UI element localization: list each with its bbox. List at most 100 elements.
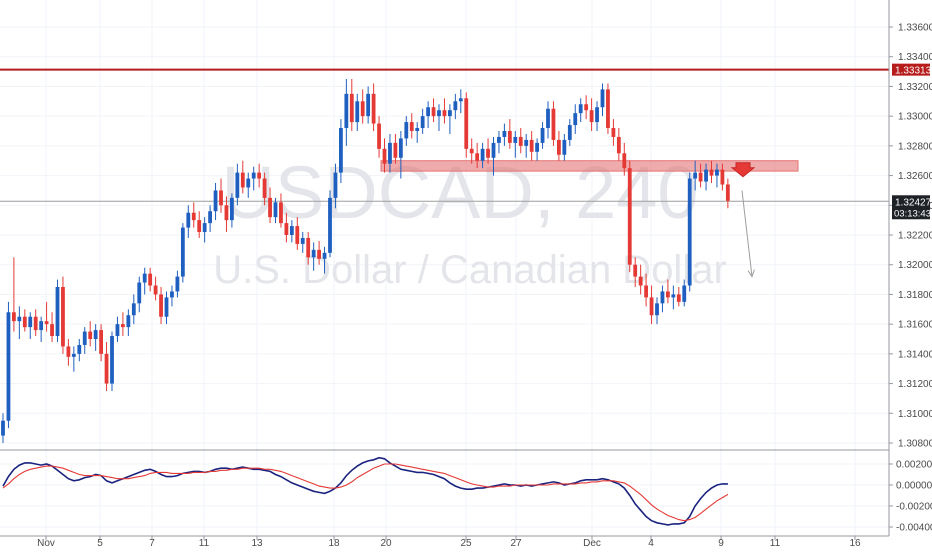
candle-body (77, 344, 82, 354)
candle-body (567, 125, 572, 140)
candle-body (186, 212, 191, 228)
candle (513, 131, 518, 158)
time-tick-label: 9 (718, 538, 724, 549)
candle-body (535, 142, 539, 152)
candle (420, 108, 425, 134)
candle (616, 128, 621, 161)
candle-body (442, 110, 447, 117)
candle (328, 190, 332, 258)
candle-body (660, 291, 665, 304)
candle (578, 98, 583, 123)
candle (126, 309, 131, 337)
price-tick-label: 1.31000 (898, 409, 932, 420)
candle-body (289, 226, 294, 235)
candle-body (540, 128, 545, 143)
candle-body (693, 172, 698, 179)
candle (219, 178, 223, 213)
candle-body (50, 324, 54, 337)
candle (306, 232, 311, 265)
candle (197, 211, 202, 238)
candle (546, 101, 550, 139)
candle-body (475, 153, 480, 161)
candle-body (224, 205, 229, 221)
candle (709, 160, 714, 183)
candle-body (709, 169, 714, 176)
candle-body (518, 136, 523, 146)
candle (311, 242, 316, 271)
candle (39, 316, 44, 342)
candle-body (497, 136, 501, 143)
candle (131, 294, 136, 325)
candle-body (33, 316, 38, 331)
time-tick-label: 27 (510, 538, 522, 549)
candle-body (398, 138, 403, 158)
candle (595, 101, 599, 131)
candle (404, 116, 409, 146)
candle (638, 264, 643, 295)
candle-body (159, 294, 163, 317)
candle-body (180, 227, 185, 277)
price-tick-label: 1.32200 (898, 231, 932, 242)
down-arrow-marker (730, 162, 756, 178)
osc-tick-label: 0.00000 (896, 481, 932, 492)
candle (627, 160, 632, 273)
candle (191, 202, 196, 228)
candle (567, 119, 572, 146)
candle-body (616, 136, 621, 154)
candle (289, 220, 294, 243)
price-tick-label: 1.32800 (898, 141, 932, 152)
candle-body (546, 108, 550, 129)
candle-body (164, 297, 169, 317)
candle (453, 93, 458, 120)
candle-body (377, 123, 381, 149)
candle-body (458, 98, 463, 102)
candle (142, 267, 147, 295)
time-tick-label: 18 (328, 538, 340, 549)
price-tick-label: 1.33200 (898, 82, 932, 93)
candle (115, 316, 120, 342)
candle-body (464, 98, 469, 149)
candle-body (633, 264, 638, 277)
candle-body (595, 107, 599, 123)
candle (12, 257, 16, 332)
candle (88, 321, 93, 347)
candle-body (682, 285, 687, 302)
candle-body (448, 110, 452, 117)
candle-body (388, 142, 392, 164)
candle-body (28, 316, 33, 328)
candle (611, 119, 616, 146)
candle (704, 163, 708, 191)
price-tick-label: 1.33000 (898, 112, 932, 123)
candle (437, 104, 441, 131)
candle (502, 123, 507, 146)
time-tick-label: 16 (849, 538, 861, 549)
candle (22, 309, 27, 332)
candle (415, 122, 420, 143)
candle (666, 279, 670, 304)
candle (409, 113, 414, 139)
candle-body (557, 139, 561, 155)
candle (104, 341, 109, 391)
candle (633, 257, 638, 287)
candle-body (104, 353, 109, 384)
time-tick-label: 5 (97, 538, 103, 549)
candle-body (344, 93, 349, 129)
candle-body (39, 321, 44, 331)
time-tick-label: 7 (149, 538, 155, 549)
candle (164, 291, 169, 325)
candle (676, 287, 681, 307)
price-tick-label: 1.32600 (898, 171, 932, 182)
candle-body (453, 101, 458, 111)
candle-body (317, 249, 321, 259)
candle (295, 217, 300, 250)
candle (589, 98, 594, 131)
candle-body (99, 330, 103, 354)
candle (333, 163, 338, 209)
resistance-label: 1.33313 (895, 66, 932, 77)
time-tick-label: 13 (251, 538, 263, 549)
time-tick-label: 20 (380, 538, 392, 549)
candle (50, 312, 54, 342)
candle (66, 339, 71, 366)
candle-body (131, 303, 136, 316)
